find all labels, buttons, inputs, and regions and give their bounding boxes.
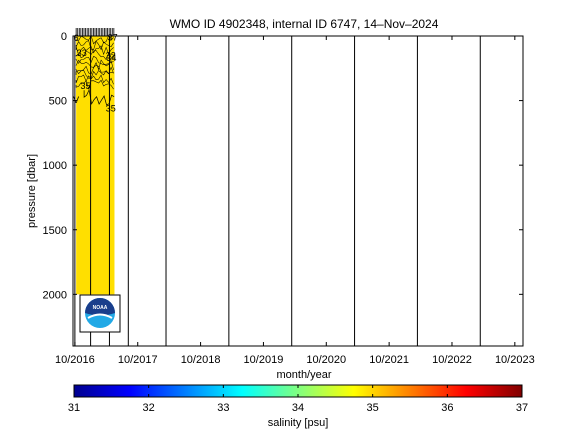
colorbar-gradient <box>74 385 522 397</box>
contour-line-35 <box>83 88 115 106</box>
contour-label: 33 <box>77 48 87 58</box>
x-tick-label: 10/2022 <box>432 354 472 366</box>
y-axis: 0 500 1000 1500 2000 <box>43 31 523 301</box>
colorbar-tick-label: 36 <box>441 402 453 414</box>
contour-line <box>75 50 114 61</box>
contour-label: 32 <box>106 51 116 61</box>
profile-ticks <box>75 28 115 36</box>
y-tick-label: 2000 <box>43 289 67 301</box>
colorbar-label: salinity [psu] <box>268 417 329 429</box>
x-axis: 10/2016 10/2017 10/2018 10/2019 10/2020 10/20… <box>55 36 535 366</box>
colorbar-tick-label: 31 <box>68 402 80 414</box>
contour-label: 37 <box>108 33 118 43</box>
contour-line <box>75 69 114 79</box>
contour-label: 34 <box>106 53 116 63</box>
contour-label: 6 <box>74 33 79 43</box>
contour-lines <box>75 35 115 106</box>
contour-line <box>75 35 114 45</box>
y-tick-label: 1000 <box>43 160 67 172</box>
logo-wave <box>87 313 113 319</box>
chart-title: WMO ID 4902348, internal ID 6747, 14–Nov… <box>170 17 439 31</box>
y-tick-label: 500 <box>49 96 67 108</box>
colorbar-ticks: 31 32 33 34 35 36 37 <box>68 385 528 414</box>
y-tick-label: 0 <box>61 31 67 43</box>
x-tick-label: 10/2016 <box>55 354 95 366</box>
plot-frame <box>72 35 524 347</box>
contour-line <box>75 45 114 56</box>
x-tick-label: 10/2017 <box>118 354 158 366</box>
x-tick-label: 10/2021 <box>369 354 409 366</box>
noaa-logo: NOAA <box>79 294 121 333</box>
contour-line <box>75 74 114 85</box>
colorbar: 31 32 33 34 35 36 37 salinity [psu] <box>68 384 528 429</box>
profile-lines <box>74 36 481 346</box>
colorbar-tick-label: 37 <box>516 402 528 414</box>
contour-label: 35 <box>81 81 91 91</box>
x-tick-label: 10/2023 <box>495 354 535 366</box>
colorbar-tick-label: 32 <box>143 402 155 414</box>
contour-label: 35 <box>106 104 116 114</box>
x-tick-label: 10/2020 <box>306 354 346 366</box>
colorbar-tick-label: 33 <box>217 402 229 414</box>
x-tick-label: 10/2018 <box>181 354 221 366</box>
y-axis-label: pressure [dbar] <box>26 154 38 228</box>
logo-upper <box>85 298 115 316</box>
x-axis-label: month/year <box>276 369 331 381</box>
plot-area: 3735353432336V NOAA <box>72 28 524 347</box>
salinity-fill-shallow <box>76 61 115 101</box>
x-tick-label: 10/2019 <box>244 354 284 366</box>
contour-line <box>75 40 114 51</box>
contour-line <box>75 64 114 75</box>
data-fill-layer <box>76 36 115 295</box>
contour-line <box>75 79 114 90</box>
colorbar-tick-label: 34 <box>292 402 304 414</box>
contour-line <box>75 55 114 65</box>
logo-text: NOAA <box>93 305 108 311</box>
y-tick-label: 1500 <box>43 225 67 237</box>
colorbar-tick-label: 35 <box>367 402 379 414</box>
